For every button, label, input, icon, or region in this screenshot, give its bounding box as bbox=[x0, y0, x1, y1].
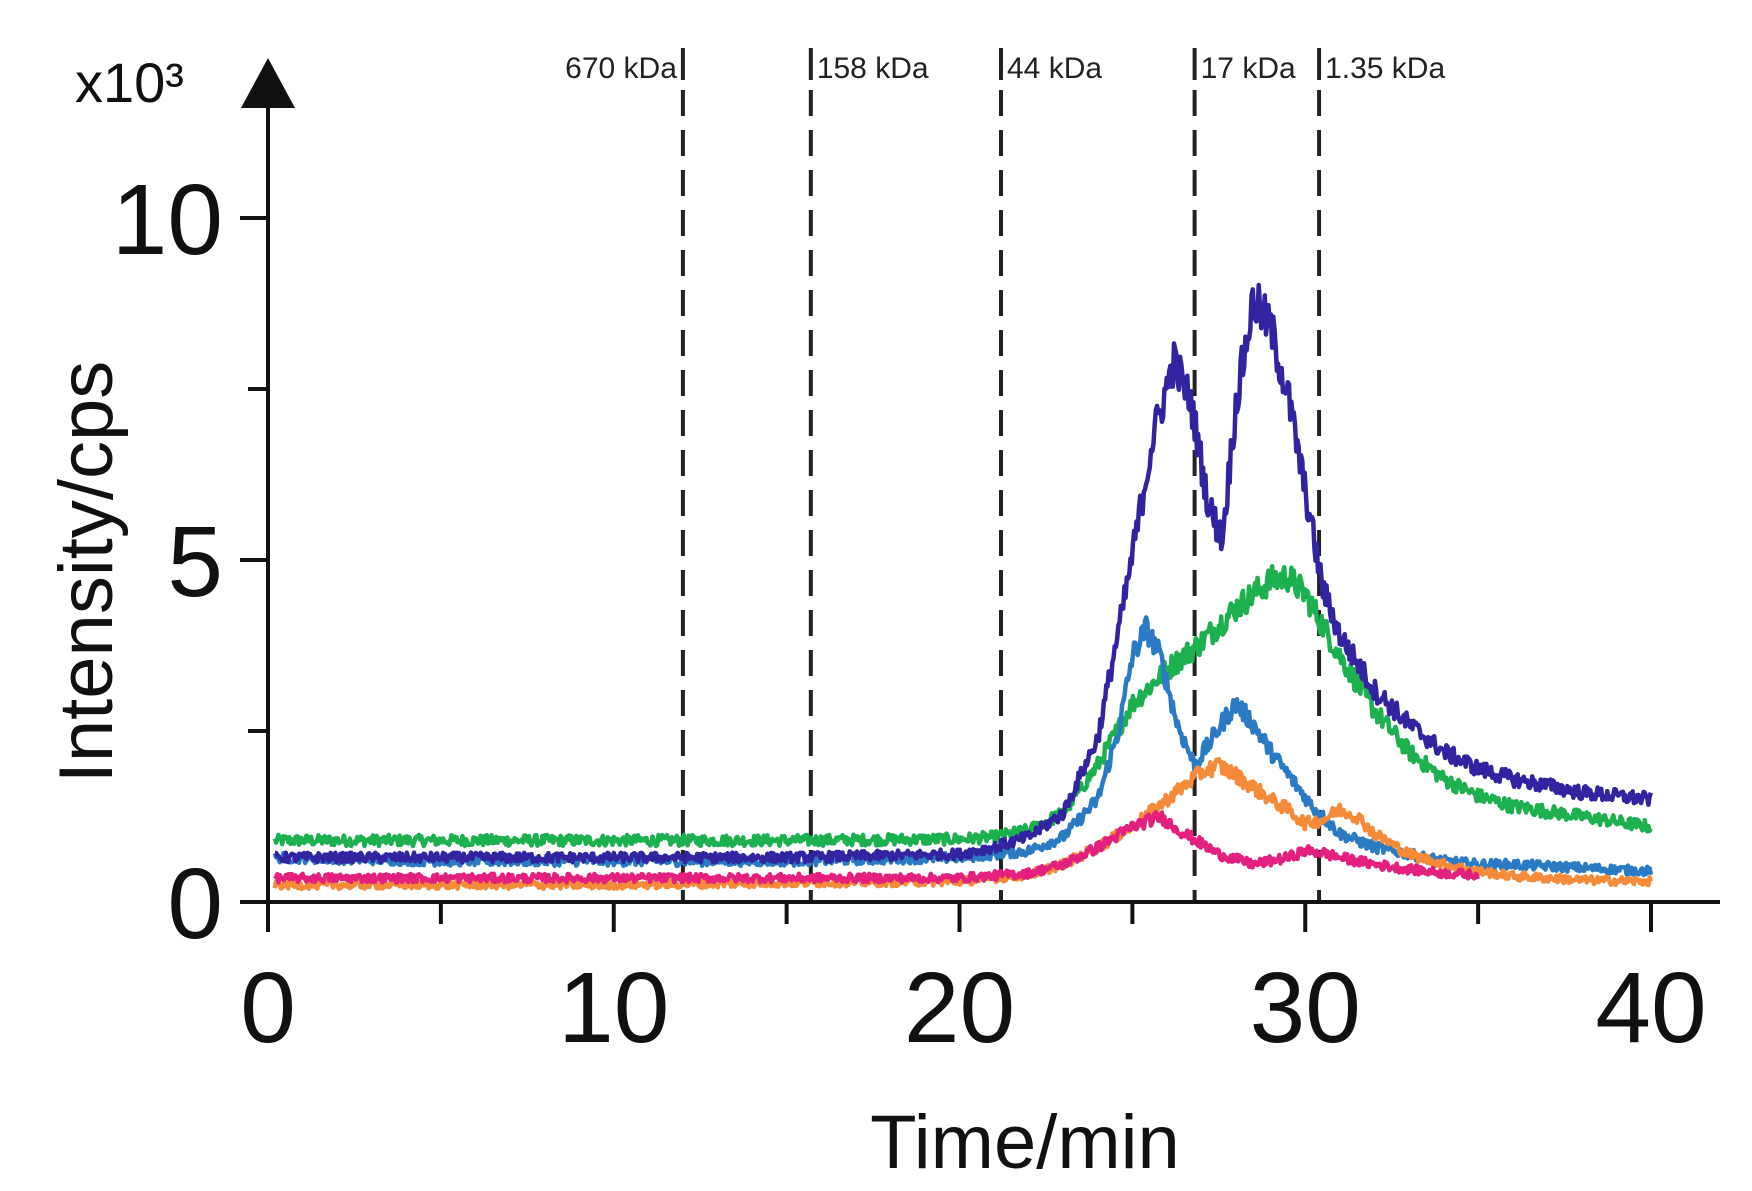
y-axis-title: Intensity/cps bbox=[44, 361, 129, 783]
marker-label-1: 158 kDa bbox=[817, 52, 929, 85]
x-tick-label-10: 10 bbox=[558, 952, 669, 1064]
x-axis-title: Time/min bbox=[870, 1100, 1180, 1185]
series-layer bbox=[272, 282, 1654, 892]
x-tick-label-20: 20 bbox=[904, 952, 1015, 1064]
x-tick-label-40: 40 bbox=[1595, 952, 1706, 1064]
marker-label-2: 44 kDa bbox=[1007, 52, 1102, 85]
marker-label-0: 670 kDa bbox=[565, 52, 677, 85]
marker-lines: 670 kDa 158 kDa 44 kDa 17 kDa 1.35 kDa bbox=[565, 48, 1445, 902]
x-tick-label-0: 0 bbox=[240, 952, 296, 1064]
y-tick-label-0: 0 bbox=[167, 848, 223, 960]
series-magenta bbox=[273, 810, 1480, 885]
y-axis-arrow bbox=[241, 58, 295, 108]
series-green bbox=[272, 563, 1653, 849]
x-tick-label-30: 30 bbox=[1250, 952, 1361, 1064]
marker-label-4: 1.35 kDa bbox=[1325, 52, 1445, 85]
y-tick-label-5: 5 bbox=[167, 506, 223, 618]
y-axis-ticks: 0 5 10 bbox=[112, 164, 268, 960]
y-axis-multiplier: x10³ bbox=[75, 51, 184, 114]
series-indigo bbox=[273, 282, 1653, 865]
marker-label-3: 17 kDa bbox=[1201, 52, 1296, 85]
x-axis-ticks: 0 10 20 30 40 bbox=[240, 902, 1707, 1064]
y-tick-label-10: 10 bbox=[112, 164, 223, 276]
